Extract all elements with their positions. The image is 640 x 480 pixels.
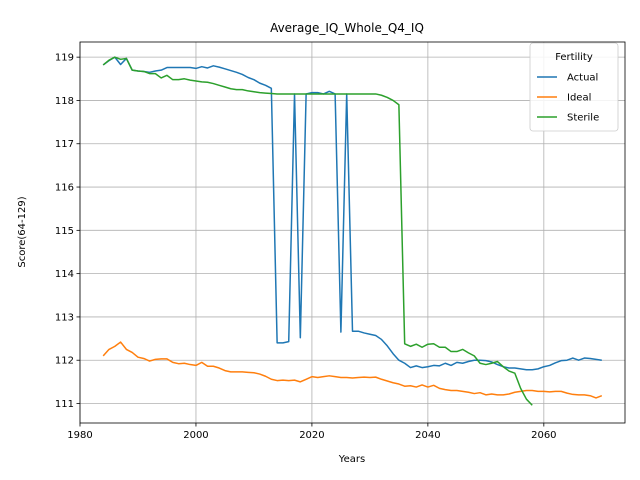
legend-label-ideal: Ideal	[567, 93, 591, 104]
y-tick-label: 111	[55, 399, 74, 410]
x-tick-label: 1980	[67, 430, 92, 441]
legend-label-actual: Actual	[567, 73, 598, 84]
x-axis-label: Years	[338, 454, 365, 465]
plot-frame	[79, 41, 626, 424]
y-axis-label: Score(64-129)	[17, 196, 28, 267]
legend: Fertility Actual Ideal Sterile	[529, 42, 619, 132]
y-axis-ticks: 111 112 113 114 115 116 117 118 119	[55, 53, 80, 410]
y-tick-label: 115	[55, 226, 74, 237]
y-tick-label: 116	[55, 183, 74, 194]
legend-label-sterile: Sterile	[567, 113, 599, 124]
grid	[79, 42, 625, 423]
series-lines	[102, 56, 603, 406]
x-tick-label: 2000	[183, 430, 208, 441]
y-tick-label: 118	[55, 96, 74, 107]
series-line-ideal	[102, 341, 603, 399]
chart-title: Average_IQ_Whole_Q4_IQ	[270, 21, 424, 35]
x-tick-label: 2060	[531, 430, 556, 441]
y-tick-label: 119	[55, 53, 74, 64]
series-line-sterile	[102, 56, 533, 406]
legend-box	[529, 42, 619, 132]
y-tick-label: 113	[55, 312, 74, 323]
y-tick-label: 112	[55, 356, 74, 367]
x-axis-ticks: 1980 2000 2020 2040 2060	[67, 423, 557, 441]
x-tick-label: 2040	[415, 430, 440, 441]
series-line-actual	[102, 56, 602, 371]
x-tick-label: 2020	[299, 430, 324, 441]
legend-items: Actual Ideal Sterile	[537, 73, 599, 124]
y-tick-label: 117	[55, 139, 74, 150]
y-tick-label: 114	[55, 269, 74, 280]
legend-title: Fertility	[555, 52, 593, 63]
